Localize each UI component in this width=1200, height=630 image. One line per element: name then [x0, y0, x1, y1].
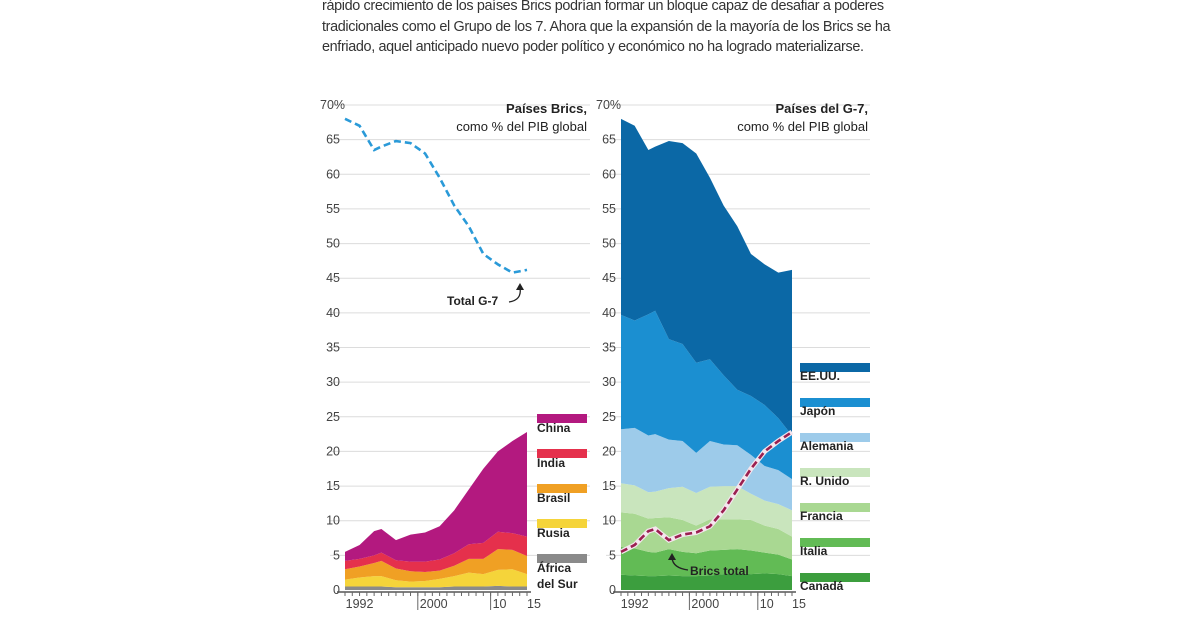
y-tick-label-top: 70% — [320, 98, 345, 112]
area-canadá — [621, 573, 792, 590]
legend-label: Brasil — [537, 491, 570, 505]
x-tick-label: 10 — [493, 597, 507, 611]
legend-swatch — [800, 433, 870, 442]
area-italia — [621, 547, 792, 577]
y-tick-label: 45 — [326, 271, 340, 285]
annotation-brics-total: Brics total — [690, 564, 749, 578]
legend-label: Rusia — [537, 526, 570, 540]
legend-label: Japón — [800, 404, 835, 418]
y-tick-label: 15 — [326, 479, 340, 493]
area-japón — [621, 310, 792, 480]
y-tick-label: 30 — [326, 375, 340, 389]
y-tick-label: 55 — [602, 202, 616, 216]
legend-label: Canadá — [800, 579, 844, 593]
legend-swatch — [537, 484, 587, 493]
y-tick-label: 25 — [326, 410, 340, 424]
chart-g7: 0 5 10 15 20 25 30 35 40 45 50 55 60 65 70% 1992 2000 10 1… — [596, 98, 870, 611]
legend-swatch — [800, 468, 870, 477]
y-tick-label: 5 — [609, 548, 616, 562]
y-tick-label: 0 — [609, 583, 616, 597]
legend-swatch — [537, 519, 587, 528]
x-tick-label: 1992 — [346, 597, 374, 611]
legend-swatch — [800, 573, 870, 582]
y-tick-label: 0 — [333, 583, 340, 597]
legend-swatch — [800, 363, 870, 372]
y-tick-label: 35 — [602, 341, 616, 355]
y-tick-label: 65 — [602, 133, 616, 147]
y-tick-label: 60 — [602, 167, 616, 181]
intro-paragraph: rápido crecimiento de los países Brics p… — [322, 0, 891, 55]
legend-swatch — [537, 554, 587, 563]
y-tick-label: 30 — [602, 375, 616, 389]
y-tick-label: 50 — [326, 237, 340, 251]
legend-label: R. Unido — [800, 474, 849, 488]
line-brics-total — [620, 430, 793, 554]
x-tick-label: 2000 — [691, 597, 719, 611]
y-tick-label: 20 — [326, 444, 340, 458]
y-tick-label: 20 — [602, 444, 616, 458]
legend-label: China — [537, 421, 571, 435]
y-tick-label: 35 — [326, 341, 340, 355]
legend-label: EE.UU. — [800, 369, 840, 383]
y-tick-label: 10 — [602, 514, 616, 528]
chart-subtitle: como % del PIB global — [737, 119, 868, 134]
y-tick-label: 10 — [326, 514, 340, 528]
line-total-g-7 — [344, 117, 528, 275]
arrowhead-icon — [668, 553, 676, 560]
chart-title: Países Brics, — [506, 101, 587, 116]
y-tick-label: 60 — [326, 167, 340, 181]
legend-swatch — [537, 414, 587, 423]
legend-label: África — [537, 560, 571, 575]
area-brasil — [345, 549, 527, 582]
y-tick-label: 15 — [602, 479, 616, 493]
y-tick-label: 5 — [333, 548, 340, 562]
chart-title: Países del G-7, — [776, 101, 869, 116]
legend-swatch — [537, 449, 587, 458]
area-india — [345, 531, 527, 572]
y-tick-label: 55 — [326, 202, 340, 216]
legend-label: India — [537, 456, 565, 470]
y-tick-label: 50 — [602, 237, 616, 251]
y-tick-label: 45 — [602, 271, 616, 285]
x-tick-label: 15 — [792, 597, 806, 611]
legend-label: Alemania — [800, 439, 854, 453]
legend-label: del Sur — [537, 577, 578, 591]
area-ee-uu- — [621, 118, 792, 436]
x-tick-label: 1992 — [621, 597, 649, 611]
x-tick-label: 15 — [527, 597, 541, 611]
legend-label: Francia — [800, 509, 843, 523]
area-r-unido — [621, 483, 792, 537]
chart-brics: 0 5 10 15 20 25 30 35 40 45 50 55 60 65 70% 1992 2000 10 1… — [320, 98, 590, 611]
y-tick-label: 25 — [602, 410, 616, 424]
y-tick-label: 40 — [326, 306, 340, 320]
area-francia — [621, 512, 792, 560]
legend-swatch — [800, 503, 870, 512]
legend-label: Italia — [800, 544, 828, 558]
annotation-arrow — [508, 287, 521, 303]
legend-swatch — [800, 538, 870, 547]
x-tick-label: 10 — [760, 597, 774, 611]
y-tick-label-top: 70% — [596, 98, 621, 112]
arrowhead-icon — [516, 283, 524, 290]
y-tick-label: 40 — [602, 306, 616, 320]
area-rusia — [345, 569, 527, 588]
area-china — [345, 432, 527, 562]
area-áfrica-del-sur — [345, 585, 527, 590]
x-tick-label: 2000 — [420, 597, 448, 611]
y-tick-label: 65 — [326, 133, 340, 147]
annotation-total-g-7: Total G-7 — [447, 294, 498, 308]
area-alemania — [621, 427, 792, 511]
chart-subtitle: como % del PIB global — [456, 119, 587, 134]
legend-swatch — [800, 398, 870, 407]
